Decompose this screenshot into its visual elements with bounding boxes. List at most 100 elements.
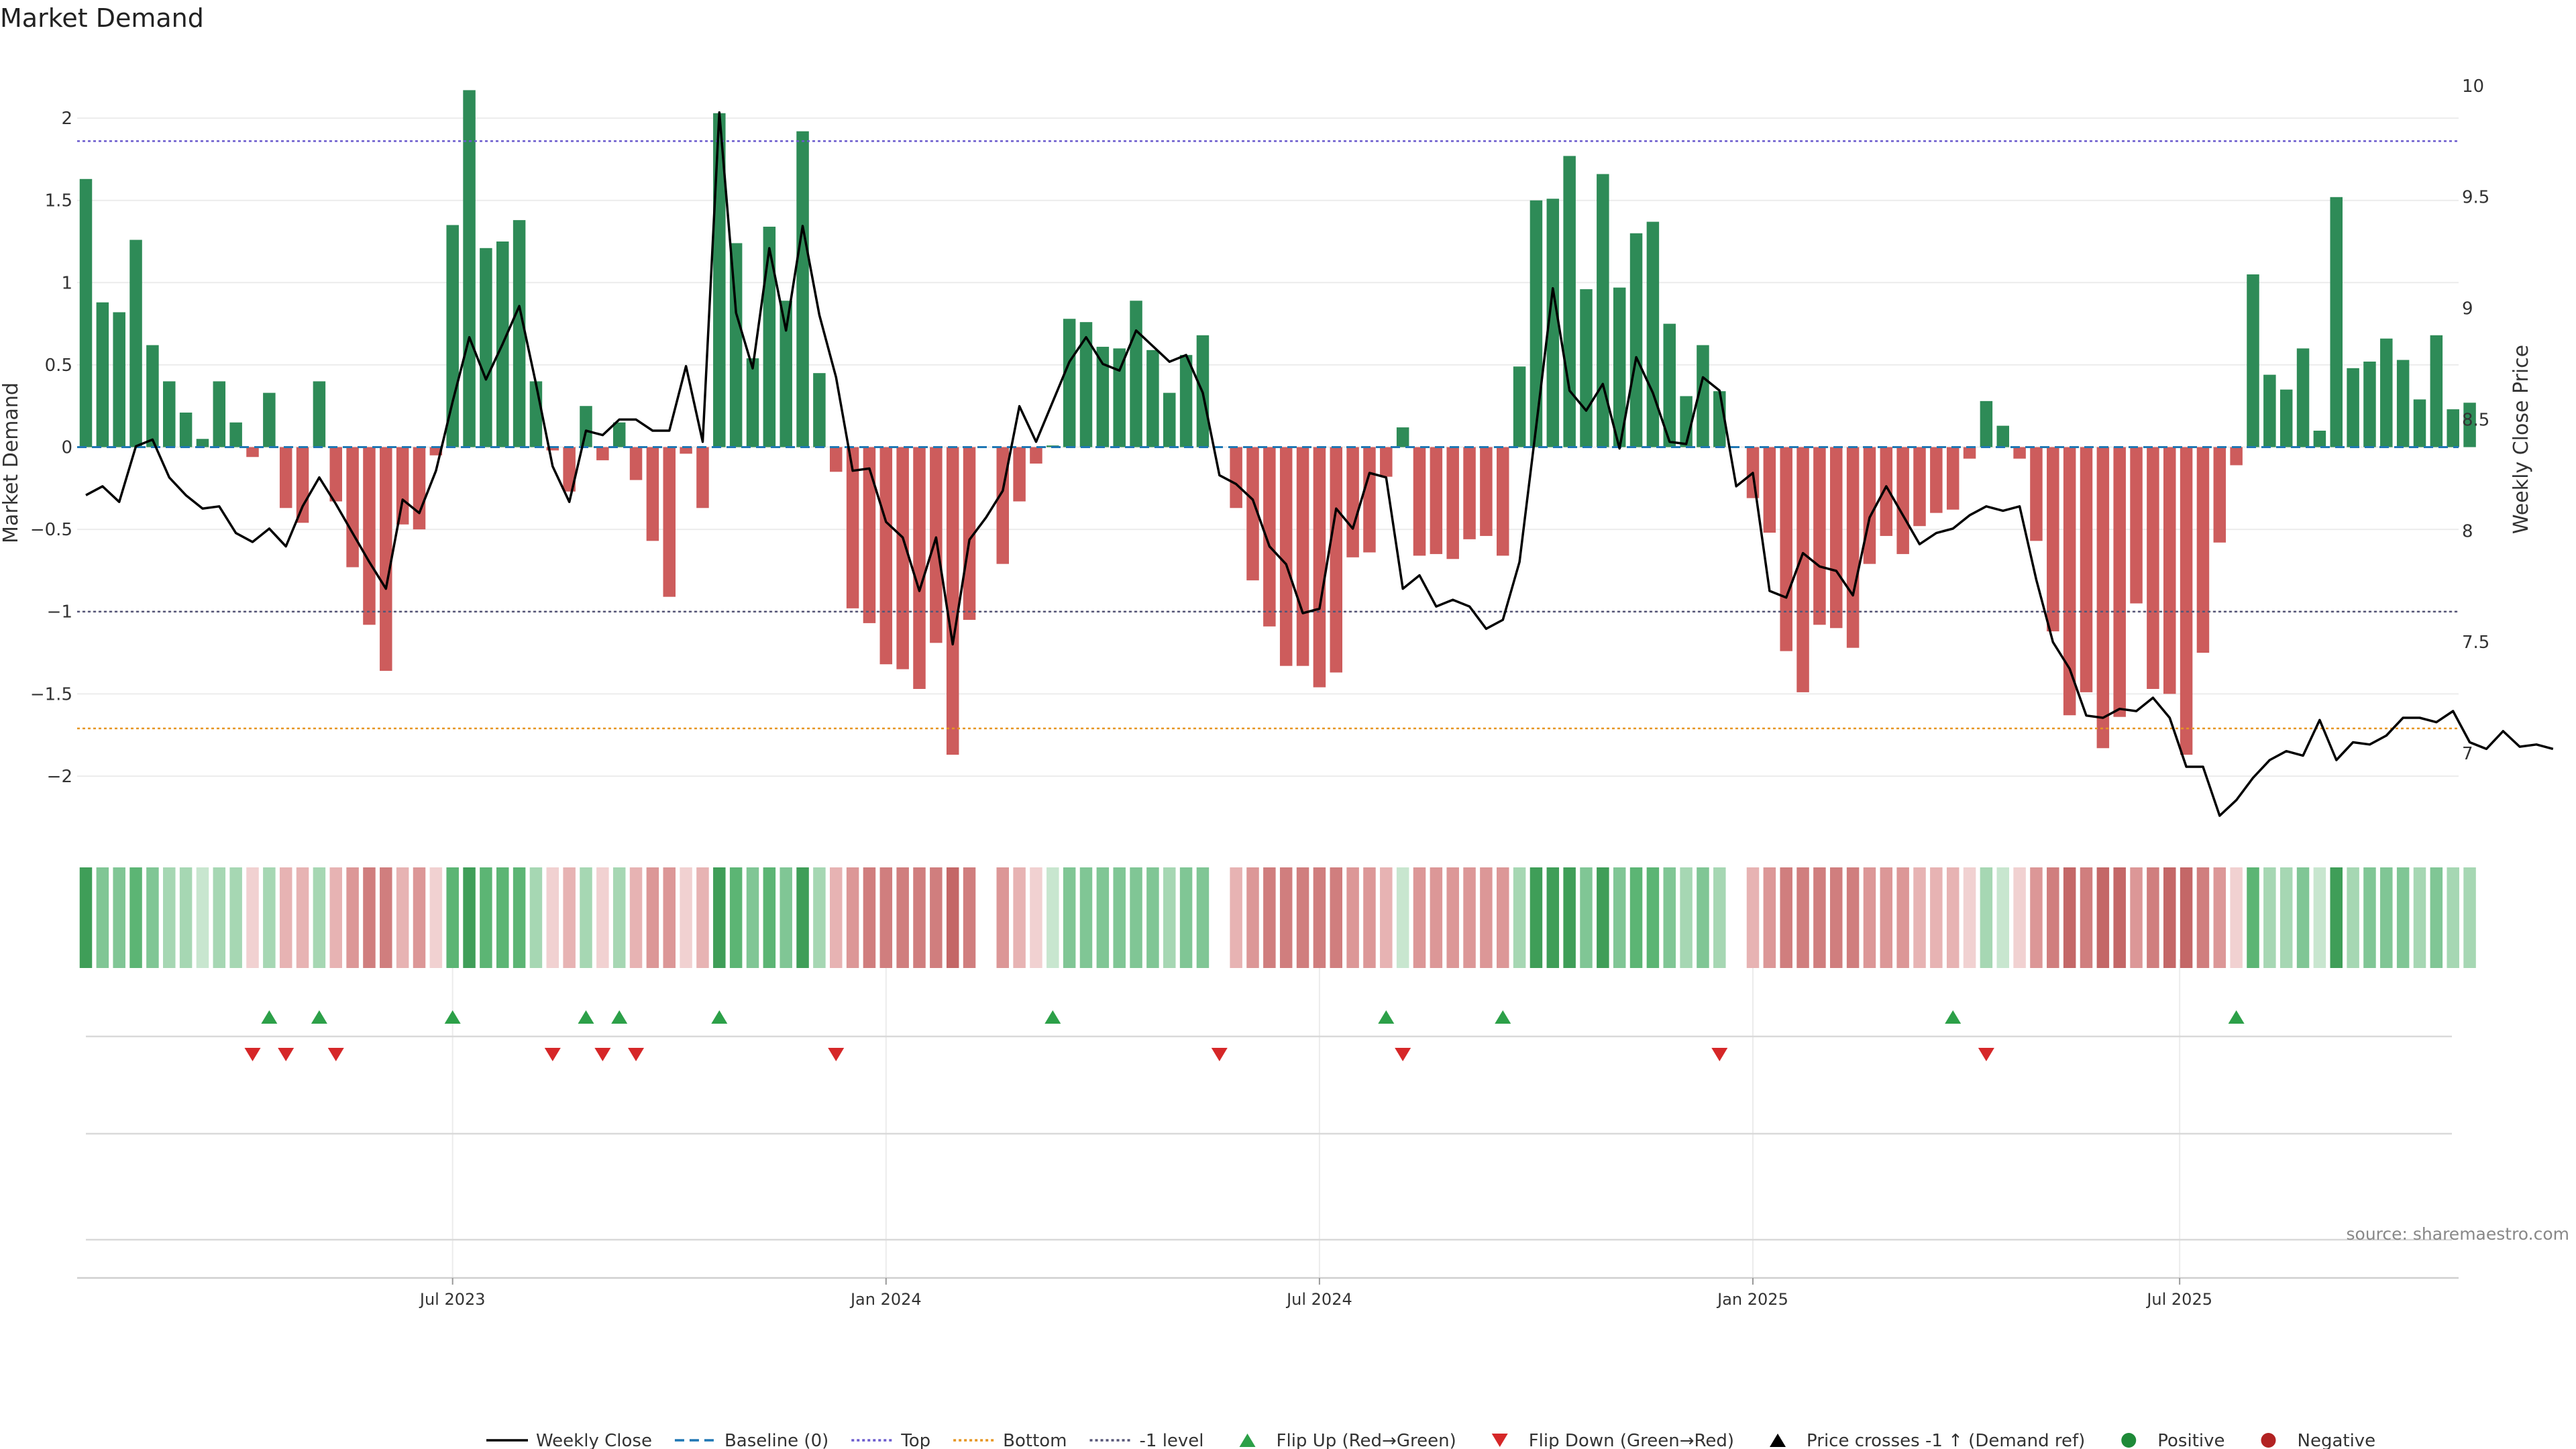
strip-cell — [1830, 867, 1843, 968]
strip-cell — [596, 867, 609, 968]
positive-bar — [1179, 355, 1193, 447]
positive-bar — [2330, 197, 2343, 447]
strip-cell — [113, 867, 125, 968]
strip-cell — [1380, 867, 1393, 968]
negative-bar — [1763, 447, 1776, 533]
strip-cell — [1780, 867, 1792, 968]
negative-bar — [913, 447, 926, 689]
strip-cell — [896, 867, 909, 968]
strip-cell — [963, 867, 976, 968]
strip-cell — [213, 867, 226, 968]
price-line — [85, 111, 2554, 817]
strip-cell — [480, 867, 492, 968]
flip-up-marker — [1044, 1010, 1061, 1024]
positive-bar — [79, 178, 93, 447]
positive-bar — [1163, 392, 1176, 447]
strip-cell — [629, 867, 643, 968]
strip-cell — [2180, 867, 2193, 968]
positive-bar — [2247, 274, 2259, 447]
negative-bar — [2080, 447, 2093, 692]
strip-cell — [1597, 867, 1609, 968]
positive-bar — [2313, 431, 2326, 447]
negative-bar — [830, 447, 843, 472]
strip-cell — [1713, 867, 1726, 968]
strip-cell — [2296, 867, 2310, 968]
positive-bar — [1980, 400, 1993, 447]
positive-bar — [2447, 409, 2459, 447]
positive-bar — [1113, 348, 1126, 447]
flip-down-marker — [1978, 1048, 1994, 1061]
flip-down-marker — [1395, 1048, 1411, 1061]
strip-cell — [2263, 867, 2276, 968]
positive-bar — [1697, 345, 1709, 447]
negative-bar — [2113, 447, 2126, 717]
price-line-group — [85, 111, 2554, 817]
negative-bar — [1313, 447, 1326, 688]
positive-bar — [1513, 366, 1526, 447]
strip-cell — [1130, 867, 1142, 968]
negative-bar — [1813, 447, 1826, 625]
positive-bar — [1063, 319, 1076, 447]
positive-bar — [1996, 425, 2009, 447]
negative-bar — [2147, 447, 2159, 689]
source-note: source: sharemaestro.com — [2347, 1224, 2570, 1244]
positive-bar — [796, 131, 809, 447]
x-tick-label: Jul 2025 — [2145, 1290, 2212, 1309]
flip-down-marker — [828, 1048, 845, 1061]
negative-bar — [1930, 447, 1943, 513]
legend-label: Top — [900, 1431, 930, 1449]
negative-bar — [963, 447, 976, 620]
x-tick-label: Jan 2025 — [1716, 1290, 1788, 1309]
x-tick-label: Jul 2023 — [419, 1290, 486, 1309]
strip-cell — [846, 867, 859, 968]
strip-cell — [1013, 867, 1026, 968]
strip-cell — [1046, 867, 1059, 968]
y2-tick-label: 9 — [2462, 299, 2473, 319]
strip-cell — [313, 867, 326, 968]
strip-cell — [1480, 867, 1493, 968]
reference-lines — [77, 140, 2459, 730]
negative-bar — [596, 447, 609, 461]
positive-bar — [2380, 338, 2393, 447]
positive-bar — [1146, 350, 1159, 447]
positive-bar — [263, 392, 276, 447]
negative-bar — [2013, 447, 2026, 459]
flip-up-marker — [1378, 1010, 1395, 1024]
positive-bar — [529, 381, 543, 447]
positive-bar — [612, 422, 626, 447]
negative-bar — [363, 447, 376, 625]
strip-cell — [563, 867, 576, 968]
negative-bar — [1796, 447, 1809, 692]
flip-up-marker — [311, 1010, 327, 1024]
positive-bar — [229, 422, 242, 447]
y-tick-label: −1 — [47, 602, 72, 623]
strip-cell — [1313, 867, 1326, 968]
strip-cell — [1613, 867, 1626, 968]
negative-bar — [1913, 447, 1926, 527]
negative-bar — [296, 447, 309, 523]
strip-cell — [1263, 867, 1276, 968]
strip-cell — [2463, 867, 2476, 968]
negative-bar — [2180, 447, 2193, 755]
positive-bar — [446, 225, 459, 447]
strip-cell — [813, 867, 826, 968]
strip-cell — [146, 867, 159, 968]
y2-tick-label: 10 — [2462, 76, 2484, 97]
positive-bar — [1563, 156, 1576, 447]
flip-up-marker — [711, 1010, 728, 1024]
strip-cell — [1663, 867, 1676, 968]
strip-cell — [96, 867, 109, 968]
negative-bar — [329, 447, 342, 502]
negative-bar — [2163, 447, 2176, 694]
positive-bar — [513, 220, 526, 447]
strip-cell — [1629, 867, 1643, 968]
legend-label: Flip Up (Red→Green) — [1277, 1431, 1456, 1449]
positive-bar — [313, 381, 326, 447]
x-tick-label: Jul 2024 — [1285, 1290, 1352, 1309]
y-tick-label: 0 — [61, 438, 72, 458]
positive-bar — [580, 406, 592, 447]
heat-strip — [79, 867, 2476, 968]
strip-cell — [1413, 867, 1426, 968]
negative-bar — [546, 447, 559, 451]
